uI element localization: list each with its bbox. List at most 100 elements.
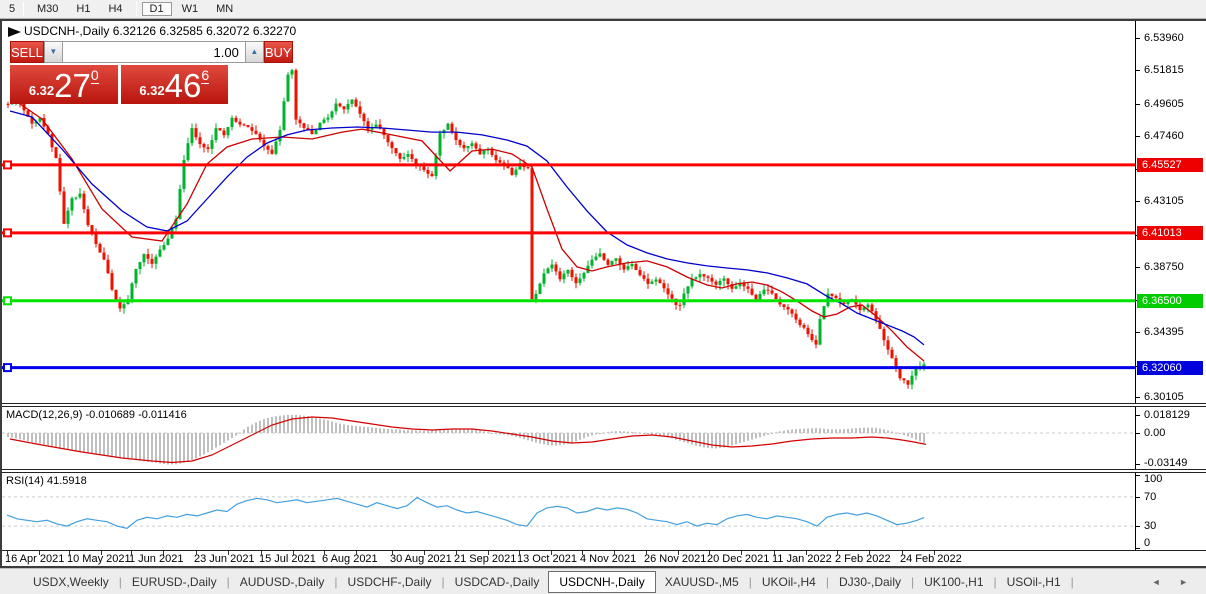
date-label: 20 Dec 2021 <box>707 553 770 565</box>
date-label: 21 Sep 2021 <box>454 553 517 565</box>
panel-splitter[interactable] <box>2 469 1206 473</box>
date-tick-mark <box>488 551 489 555</box>
sell-button[interactable]: SELL <box>10 41 44 63</box>
volume-input[interactable] <box>62 41 245 63</box>
tab-separator: | <box>226 574 230 589</box>
chart-tab-eurusd[interactable]: EURUSD-,Daily <box>131 574 217 589</box>
price-tick-label: 6.34395 <box>1144 326 1184 339</box>
price-tick-mark <box>1136 38 1140 39</box>
rsi-tick-mark <box>1136 526 1140 528</box>
date-tick-mark <box>837 551 838 555</box>
date-label: 13 Oct 2021 <box>517 553 577 565</box>
timeframe-button-m30[interactable]: M30 <box>37 3 59 15</box>
price-tick-mark <box>1136 397 1140 399</box>
date-label: 30 Aug 2021 <box>390 553 452 565</box>
tab-separator: | <box>334 574 338 589</box>
volume-stepper: ▼ ▲ <box>43 41 264 63</box>
one-click-trade-panel: SELL ▼ ▲ BUY 6.32 27 0 6.32 <box>10 41 293 104</box>
ask-price-button[interactable]: 6.32 46 6 <box>120 64 228 104</box>
timeframe-button-mn[interactable]: MN <box>216 3 234 15</box>
date-label: 15 Jul 2021 <box>259 553 316 565</box>
chart-title: USDCNH-,Daily 6.32126 6.32585 6.32072 6.… <box>24 24 296 38</box>
price-tick-mark <box>1136 70 1140 72</box>
volume-increase-button[interactable]: ▲ <box>244 41 264 63</box>
chart-tab-usdx[interactable]: USDX,Weekly <box>33 574 109 589</box>
date-tick-mark <box>678 551 679 555</box>
date-tick-mark <box>356 551 357 555</box>
chart-tab-usdchf[interactable]: USDCHF-,Daily <box>347 574 432 589</box>
date-tick-mark <box>774 551 775 555</box>
time-axis[interactable]: 16 Apr 2021 10 May 2021 1 Jun 2021 23 Jun 2… <box>2 550 1206 568</box>
macd-tick-label: 0.00 <box>1144 427 1166 439</box>
timeframe-button-w1[interactable]: W1 <box>181 3 199 15</box>
rsi-tick-mark <box>1136 548 1140 549</box>
date-label: 11 Jan 2022 <box>772 553 832 565</box>
macd-panel[interactable]: MACD(12,26,9) -0.010689 -0.011416 0.0181… <box>2 407 1206 469</box>
date-tick-mark <box>709 551 710 555</box>
date-tick-mark <box>551 551 552 555</box>
rsi-axis: 100 70 30 0 <box>1135 473 1206 550</box>
date-tick-mark <box>39 551 40 555</box>
price-level-badge: 6.36500 <box>1137 293 1203 308</box>
price-tick-label: 6.53960 <box>1144 32 1184 44</box>
timeframe-button-d1[interactable]: D1 <box>141 2 172 16</box>
tab-scroll-right-icon[interactable]: ► <box>1179 576 1196 587</box>
date-tick-mark <box>163 551 164 555</box>
price-level-badge: 6.45527 <box>1137 157 1203 172</box>
date-tick-mark <box>69 551 70 555</box>
chart-tab-ukoil[interactable]: UKOil-,H4 <box>761 574 816 589</box>
date-tick-mark <box>101 551 102 555</box>
panel-splitter[interactable] <box>2 403 1206 407</box>
timeframe-toolbar: 5 M30 H1 H4 D1 W1 MN <box>0 0 1206 19</box>
chart-tab-usdcad[interactable]: USDCAD-,Daily <box>454 574 540 589</box>
date-tick-mark <box>228 551 229 555</box>
rsi-tick-label: 70 <box>1144 490 1157 503</box>
rsi-tick-label: 100 <box>1144 473 1163 485</box>
date-label: 2 Feb 2022 <box>835 553 891 565</box>
timeframe-button-h4[interactable]: H4 <box>108 3 123 15</box>
date-tick-mark <box>902 551 903 555</box>
macd-tick-mark <box>1136 433 1140 434</box>
rsi-tick-label: 30 <box>1144 520 1157 533</box>
chart-tab-dj30[interactable]: DJ30-,Daily <box>838 574 901 589</box>
rsi-label: RSI(14) 41.5918 <box>6 475 87 487</box>
rsi-panel[interactable]: RSI(14) 41.5918 100 70 30 0 <box>2 473 1206 550</box>
price-tick-mark <box>1136 135 1140 137</box>
ask-price-big: 46 <box>164 67 202 104</box>
date-label: 24 Feb 2022 <box>900 553 962 565</box>
rsi-chart[interactable] <box>2 473 1135 550</box>
chart-tab-xauusd[interactable]: XAUUSD-,M5 <box>664 574 739 589</box>
tab-scroll-left-icon[interactable]: ◄ <box>1151 576 1169 587</box>
timeframe-button-h1[interactable]: H1 <box>76 3 91 15</box>
tab-separator: | <box>993 574 997 589</box>
macd-chart[interactable] <box>2 407 1135 469</box>
price-chart-panel[interactable]: USDCNH-,Daily 6.32126 6.32585 6.32072 6.… <box>2 21 1206 403</box>
date-tick-mark <box>934 551 935 555</box>
date-tick-mark <box>131 551 132 555</box>
chart-frame: USDCNH-,Daily 6.32126 6.32585 6.32072 6.… <box>0 19 1206 568</box>
volume-decrease-button[interactable]: ▼ <box>43 41 63 63</box>
date-label: 4 Nov 2021 <box>580 553 637 565</box>
date-tick-mark <box>7 551 8 555</box>
date-tick-mark <box>261 551 262 555</box>
bid-price-button[interactable]: 6.32 27 0 <box>10 64 118 104</box>
bid-price-pipette: 0 <box>90 67 99 84</box>
price-level-badge: 6.32060 <box>1137 360 1203 375</box>
chart-tab-uk100[interactable]: UK100-,H1 <box>924 574 984 589</box>
date-tick-mark <box>646 551 647 555</box>
chart-tab-usoil[interactable]: USOil-,H1 <box>1006 574 1061 589</box>
price-level-badge: 6.41013 <box>1137 225 1203 240</box>
date-tick-mark <box>456 551 457 555</box>
price-tick-label: 6.51815 <box>1144 64 1184 77</box>
date-label: 10 May 2021 <box>67 553 131 565</box>
candlestick-chart[interactable] <box>2 21 1135 403</box>
buy-button[interactable]: BUY <box>263 41 293 63</box>
tab-separator: | <box>1070 574 1074 589</box>
chart-tab-audusd[interactable]: AUDUSD-,Daily <box>239 574 325 589</box>
price-tick-label: 6.47460 <box>1144 129 1184 142</box>
timeframe-button-partial[interactable]: 5 <box>9 3 16 15</box>
date-label: 23 Jun 2021 <box>194 553 255 565</box>
tab-separator: | <box>118 574 122 589</box>
chart-tab-usdcnh[interactable]: USDCNH-,Daily <box>548 570 656 593</box>
